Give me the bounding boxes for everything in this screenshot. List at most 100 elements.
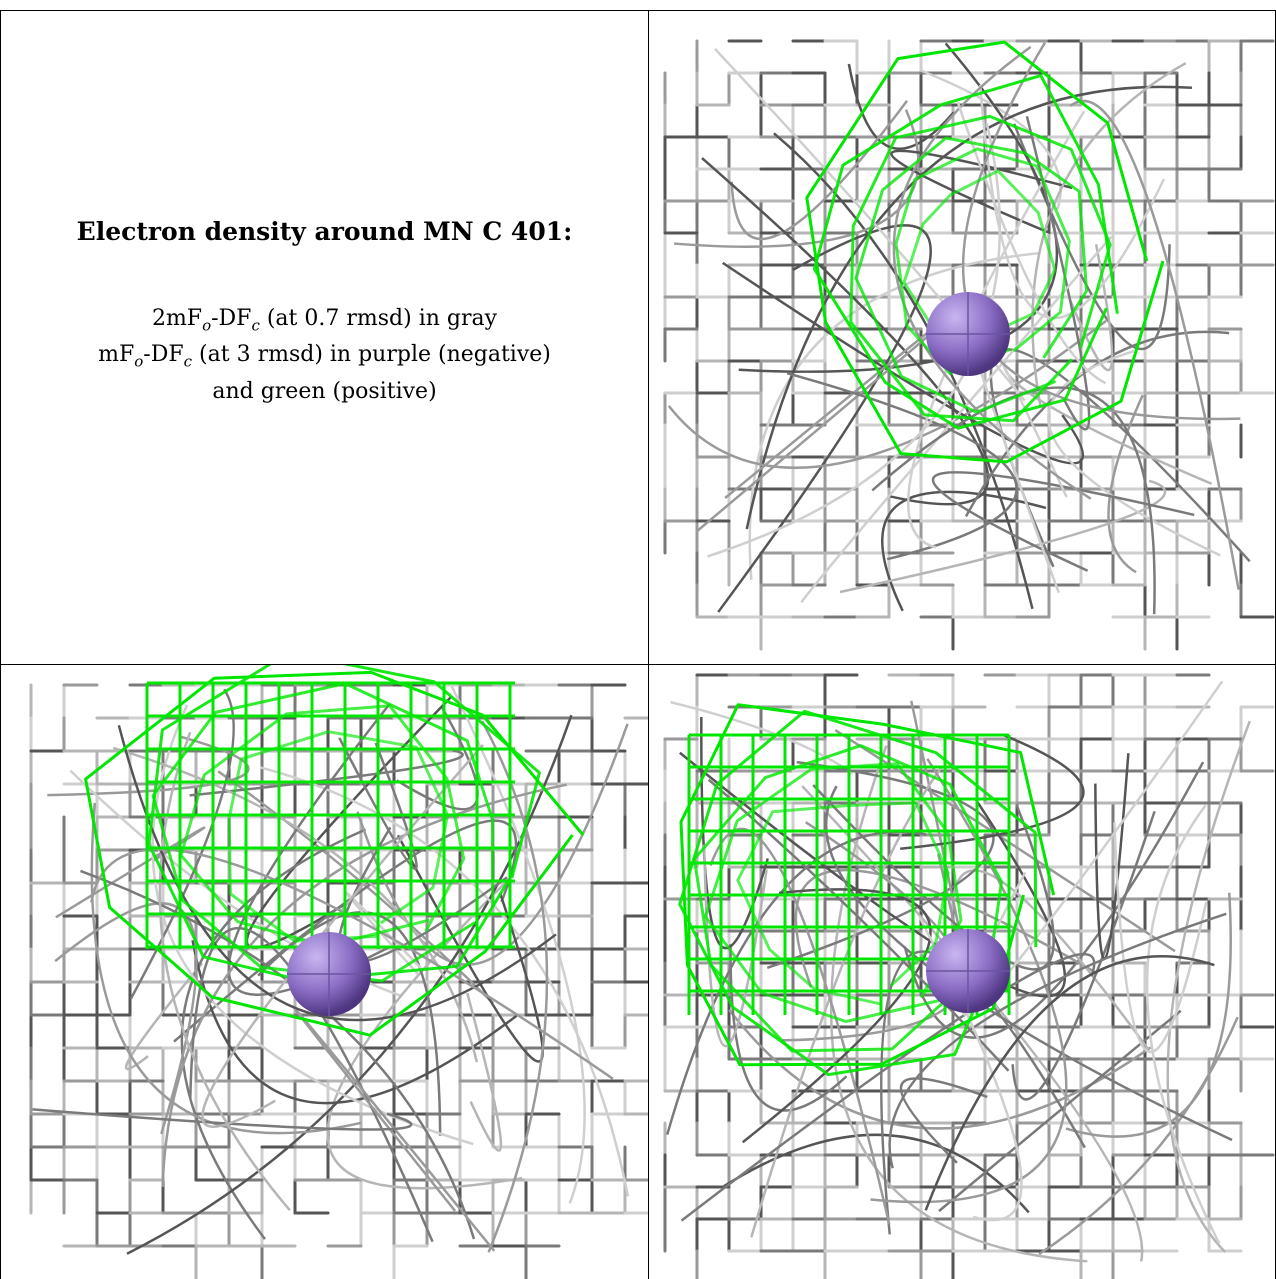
gray-contour-strand [90, 848, 614, 1080]
gray-contour-strand [90, 802, 362, 1135]
green-mesh-group [805, 40, 1165, 464]
legend-2-prefix: mF [98, 342, 135, 368]
gray-contour-strand [979, 84, 1166, 320]
gray-contour-strand [54, 902, 198, 1135]
gray-contour-strand [158, 731, 291, 1212]
gray-contour-strand [680, 952, 1096, 1222]
table-center-rule [648, 10, 649, 1279]
gray-contour-strand [201, 744, 484, 1128]
gray-contour-strand [112, 746, 479, 1063]
gray-contour-strand [924, 955, 1215, 1211]
gray-contour-strand [356, 723, 629, 966]
legend-2-sub1: o [134, 352, 144, 371]
gray-contour-strand [825, 785, 1233, 1142]
legend-line-mfo: mFo-DFc (at 3 rmsd) in purple (negative) [98, 340, 551, 376]
gray-contour-strand [1166, 720, 1251, 1253]
legend-1-sub1: o [202, 316, 212, 335]
legend-2-sub2: c [183, 352, 193, 371]
gray-contour-strand [466, 992, 503, 1152]
green-contour-ring [736, 801, 950, 1006]
gray-contour-strand [338, 737, 418, 871]
table-left-rule [0, 10, 1, 1279]
gray-mesh-group [663, 39, 1275, 651]
green-contour-ring [84, 670, 585, 1037]
gray-contour-strand [126, 714, 573, 1255]
gray-contour-strand [812, 784, 1055, 971]
density-mesh-svg-3 [663, 673, 1275, 1279]
gray-contour-strand [1069, 99, 1240, 590]
gray-contour-strand [295, 1009, 496, 1252]
green-contour-ring [854, 136, 1089, 414]
gray-contour-strand [191, 940, 518, 1105]
gray-contour-strand [730, 100, 909, 241]
green-mesh-group [84, 665, 585, 1037]
legend-1-suffix: (at 0.7 rmsd) in gray [259, 306, 498, 331]
gray-contour-strand [1038, 1016, 1239, 1256]
gray-mesh-group [29, 683, 648, 1279]
legend-block: 2mFo-DFc (at 0.7 rmsd) in gray mFo-DFc (… [98, 304, 551, 407]
gray-contour-strand [80, 869, 476, 1240]
gray-contour-strand [794, 868, 1099, 988]
gray-contour-strand [1031, 62, 1187, 408]
density-view-bottom-left [1, 665, 648, 1279]
gray-contour-strand [728, 1009, 1152, 1130]
green-contour-ring [147, 665, 541, 983]
gray-contour-strand [180, 828, 367, 1240]
gray-contour-strand [900, 733, 1085, 851]
gray-contour-strand [667, 319, 1107, 469]
table-middle-rule [0, 664, 1276, 665]
gray-contour-strand [1107, 394, 1144, 574]
legend-1-sub2: c [251, 316, 260, 335]
table-top-rule [0, 10, 1276, 11]
gray-contour-strand [899, 1077, 988, 1164]
gray-contour-strand [892, 45, 1092, 500]
green-contour-ring [902, 169, 1057, 347]
gray-contour-strand [696, 302, 967, 532]
gray-contour-strand [1012, 123, 1171, 351]
green-contour-ring [227, 730, 450, 943]
gray-contour-strand [1145, 804, 1221, 1244]
gray-contour-strand [717, 224, 932, 613]
gray-contour-strand [707, 123, 1001, 558]
caption-cell: Electron density around MN C 401: 2mFo-D… [1, 11, 648, 663]
green-contour-ring [812, 74, 1119, 430]
legend-line-2mfo: 2mFo-DFc (at 0.7 rmsd) in gray [98, 304, 551, 340]
density-view-top-right [649, 11, 1275, 664]
green-contour-ring [894, 147, 1071, 375]
legend-line-green: and green (positive) [212, 378, 437, 404]
legend-1-mid: -DF [211, 306, 252, 331]
gray-contour-strand [871, 386, 1156, 615]
gray-contour-strand [679, 751, 1067, 998]
legend-2-suffix: (at 3 rmsd) in purple (negative) [192, 342, 551, 368]
gray-contour-strand [738, 42, 1058, 373]
gray-contour-strand [1011, 811, 1156, 1101]
gray-contour-strand [189, 749, 464, 797]
gray-contour-strand [938, 1009, 1182, 1213]
gray-contour-strand [674, 109, 920, 248]
gray-contour-strand [481, 720, 549, 1253]
green-contour-ring [849, 114, 1112, 423]
gray-contour-strand [714, 48, 1026, 402]
figure-title: Electron density around MN C 401: [76, 217, 573, 246]
legend-2-mid: -DF [143, 342, 184, 368]
density-mesh-svg-1 [663, 39, 1275, 651]
gray-contour-strand [881, 490, 1047, 612]
legend-1-prefix: 2mF [151, 306, 203, 331]
gray-contour-strand [800, 235, 1113, 603]
gray-contour-strand [748, 251, 1039, 580]
gray-contour-strand [745, 85, 1193, 530]
gray-contour-strand [32, 1108, 413, 1131]
gray-contour-strand [786, 371, 1018, 561]
gray-contour-strand [729, 944, 848, 1112]
gray-contour-strand [1113, 822, 1208, 1054]
gray-contour-strand [117, 724, 557, 1022]
gray-contour-strand [847, 63, 955, 151]
gray-contour-strand [161, 783, 567, 1187]
density-view-bottom-right [649, 665, 1275, 1279]
gray-contour-strand [931, 471, 1195, 572]
gray-contour-strand [707, 778, 1010, 1072]
green-contour-ring [703, 762, 963, 1023]
gray-contour-strand [839, 479, 1167, 594]
gray-contour-strand [956, 101, 1107, 385]
